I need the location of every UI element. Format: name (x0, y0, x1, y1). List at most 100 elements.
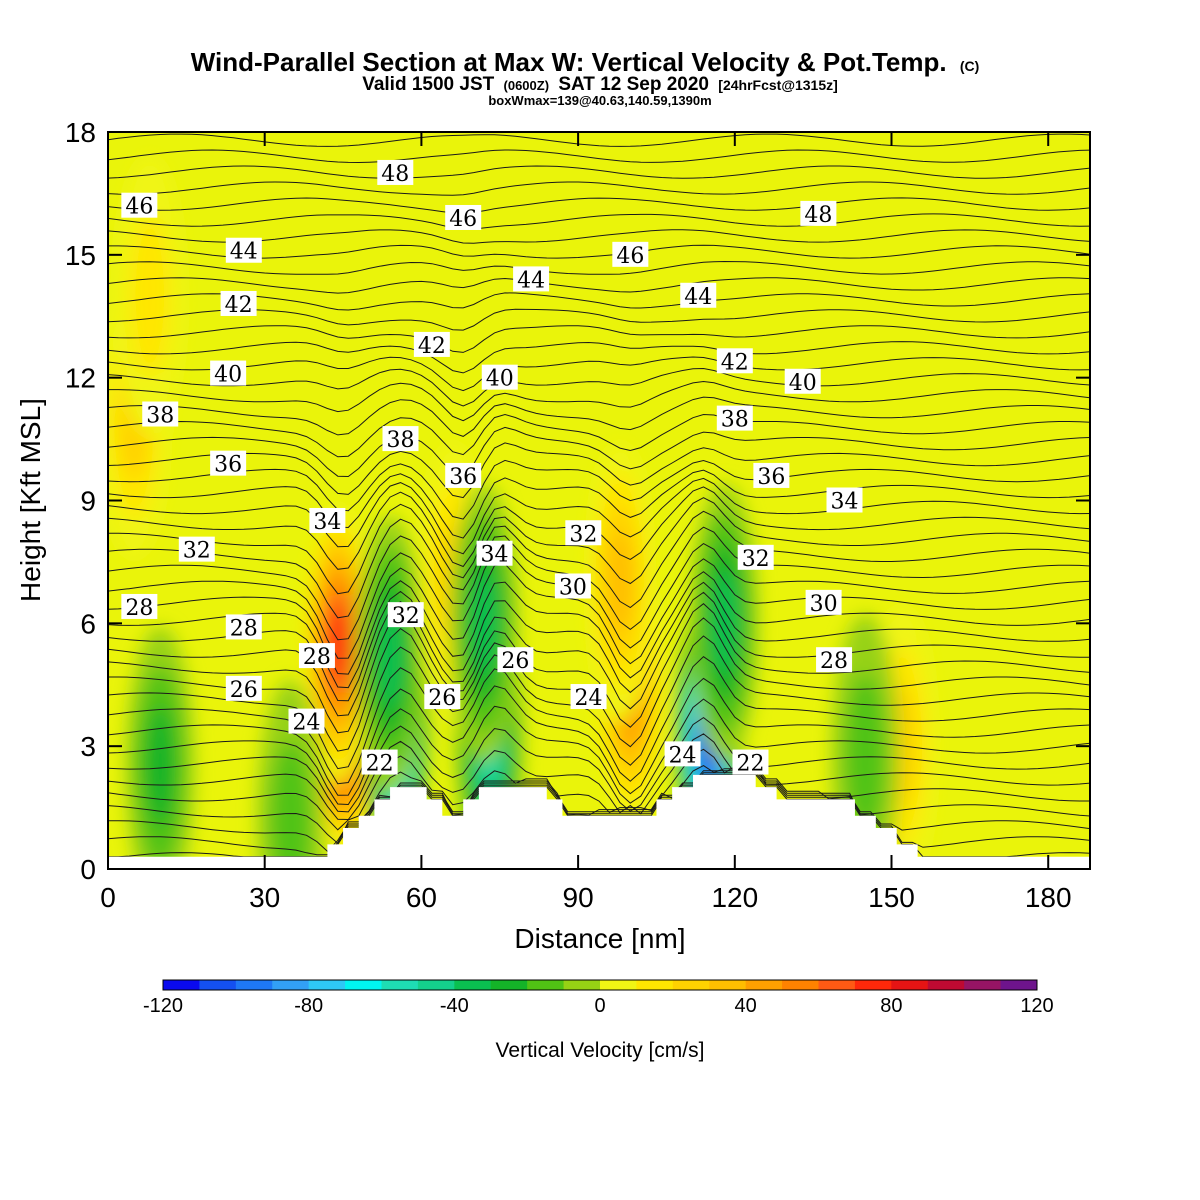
contour-label-text: 46 (125, 195, 153, 220)
title-valid-utc: (0600Z) (504, 78, 550, 93)
svg-text:Valid 1500 JST (0600Z): Valid 1500 JST (0600Z) SAT 12 Sep 2020 [… (362, 74, 838, 95)
colorbar-swatch (709, 980, 747, 990)
isentrope-line (108, 356, 1090, 392)
contour-label-text: 28 (820, 649, 848, 674)
contour-label: 28 (121, 593, 158, 621)
contour-label-text: 22 (366, 752, 394, 777)
colorbar-swatch (345, 980, 382, 990)
contour-label-text: 40 (486, 367, 514, 392)
contour-label: 40 (210, 360, 247, 388)
colorbar-swatch (891, 980, 929, 990)
contour-label-text: 24 (669, 743, 697, 768)
isentrope-line (108, 635, 1090, 770)
contour-label-text: 34 (481, 543, 509, 568)
contour-label-text: 44 (684, 285, 712, 310)
isentrope-line (108, 469, 1090, 539)
isentrope-line (108, 442, 1090, 499)
contour-label: 26 (497, 647, 534, 674)
x-tick-label: 0 (100, 882, 116, 913)
contour-labels: 48 48 46 46 46 44 44 44 42 42 42 40 40 40 38 38 38 36 36 36… (121, 159, 863, 777)
contour-label: 26 (225, 675, 262, 703)
contour-label: 48 (800, 200, 837, 228)
isentrope-line (108, 497, 1090, 595)
contour-label: 24 (664, 741, 701, 768)
contour-label: 22 (732, 749, 769, 777)
contour-label-text: 40 (214, 363, 242, 388)
contour-label: 44 (513, 266, 550, 293)
contour-label-text: 24 (292, 711, 320, 736)
contour-label-text: 34 (831, 490, 859, 515)
y-tick-label: 0 (80, 854, 96, 885)
velocity-cell-3-band-3 (377, 606, 404, 707)
isentrope-line (108, 380, 1090, 422)
contour-label: 26 (424, 684, 461, 711)
colorbar-swatch (927, 980, 965, 990)
contour-label: 48 (377, 159, 414, 187)
theta-contours (108, 133, 1090, 858)
colorbar-swatch (199, 980, 237, 990)
title-valid-date: SAT 12 Sep 2020 (558, 74, 709, 95)
contour-label: 30 (554, 573, 591, 600)
contour-label: 46 (445, 204, 482, 232)
title-forecast: [24hrFcst@1315z] (718, 77, 837, 93)
isentrope-line (108, 229, 1090, 244)
contour-label: 42 (220, 290, 257, 318)
isentrope-line (108, 308, 1090, 331)
velocity-cell-12-band-1 (129, 215, 170, 376)
contour-label-text: 26 (428, 686, 456, 711)
contour-label: 34 (476, 540, 513, 568)
contour-label: 30 (805, 589, 842, 617)
contour-label-text: 38 (721, 408, 749, 433)
colorbar-swatch (818, 980, 856, 990)
y-tick-label: 3 (80, 731, 96, 762)
contour-label-text: 36 (214, 453, 242, 478)
velocity-cell-14-band-2 (144, 706, 176, 827)
colorbar-swatch (308, 980, 346, 990)
x-axis-ticks: 0 30 60 90 120 150 180 (100, 132, 1072, 913)
contour-label-text: 42 (225, 293, 253, 318)
contour-label: 32 (387, 602, 424, 629)
x-tick-label: 30 (249, 882, 280, 913)
isentrope-line (108, 367, 1090, 407)
isentrope-line (108, 677, 1090, 796)
isentrope-line (108, 581, 1090, 702)
contour-label: 28 (225, 614, 262, 641)
isentrope-line (108, 165, 1090, 179)
terrain (108, 774, 1090, 869)
contour-label: 36 (753, 462, 790, 490)
isentrope-line (108, 213, 1090, 230)
y-axis-label: Height [Kft MSL] (15, 398, 46, 602)
contour-label: 36 (445, 462, 482, 490)
colorbar-swatch (672, 980, 710, 990)
velocity-cell-15-band-1 (270, 739, 311, 869)
colorbar-swatch (854, 980, 892, 990)
colorbar-tick-label: -40 (440, 995, 469, 1017)
isentrope-line (108, 603, 1090, 734)
contour-label: 42 (413, 331, 450, 359)
isentrope-line (108, 698, 1090, 806)
contour-label-text: 32 (569, 522, 597, 547)
contour-label-text: 26 (501, 649, 529, 674)
isentrope-line (108, 459, 1090, 520)
contour-label: 46 (612, 241, 649, 269)
colorbar-tick-label: 120 (1020, 995, 1053, 1017)
contour-label: 36 (210, 450, 247, 478)
contour-label-text: 26 (230, 678, 258, 703)
isentrope-line (108, 325, 1090, 353)
isentrope-line (108, 571, 1090, 689)
isentrope-line (108, 477, 1090, 555)
x-tick-label: 90 (563, 882, 594, 913)
colorbar-tick-label: 0 (594, 995, 605, 1017)
contour-label: 24 (570, 684, 607, 711)
contour-label-text: 30 (810, 592, 838, 617)
isentrope-line (108, 543, 1090, 659)
contour-label-text: 38 (146, 404, 174, 429)
contour-label-text: 36 (757, 465, 785, 490)
isentrope-line (108, 413, 1090, 458)
contour-label-text: 30 (559, 575, 587, 600)
isentrope-line (108, 748, 1090, 831)
contour-label-text: 48 (381, 162, 409, 187)
y-tick-label: 18 (65, 117, 96, 148)
contour-label: 40 (784, 368, 821, 396)
